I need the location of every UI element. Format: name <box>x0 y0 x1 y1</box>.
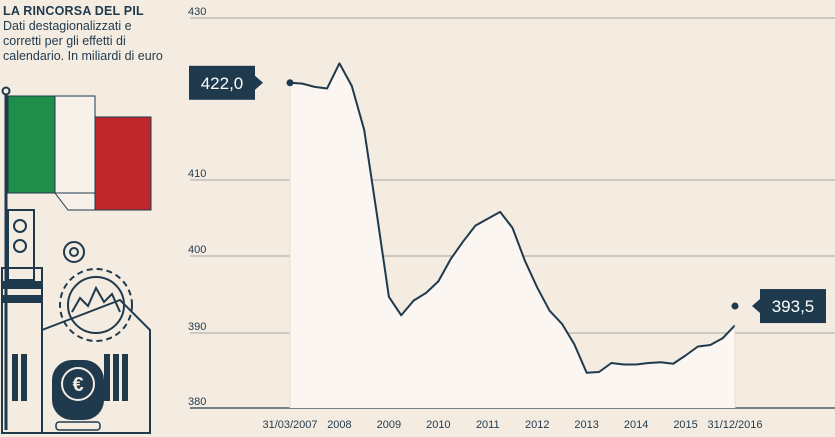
x-tick-label: 2008 <box>327 419 351 431</box>
x-tick-label: 2011 <box>476 419 500 431</box>
x-tick-label: 2012 <box>525 419 549 431</box>
x-tick-label: 2010 <box>426 419 450 431</box>
gear-icon <box>59 241 133 342</box>
callout-box <box>760 289 826 324</box>
value-callouts: 422,0 393,5 <box>189 65 826 324</box>
x-tick-label: 2009 <box>377 419 401 431</box>
plot-area: 430 410 400 390 380 31/03/2007 2008 2009 2010 20… <box>188 6 835 431</box>
x-tick-label: 31/12/2016 <box>707 419 762 431</box>
y-tick-label: 400 <box>188 244 206 256</box>
y-tick-label: 430 <box>188 6 206 18</box>
callout-label: 422,0 <box>201 74 244 93</box>
y-tick-label: 390 <box>188 321 206 333</box>
building-icon <box>1 209 151 434</box>
y-tick-label: 380 <box>188 396 206 408</box>
svg-text:€: € <box>72 374 83 396</box>
callout-arrow <box>255 75 263 90</box>
euro-coin-icon: € <box>52 360 104 431</box>
x-tick-label: 2014 <box>624 419 648 431</box>
callout-box <box>189 65 255 100</box>
callout-label: 393,5 <box>772 297 815 316</box>
x-tick-label: 31/03/2007 <box>262 419 317 431</box>
gdp-line <box>289 62 736 374</box>
y-tick-label: 410 <box>188 168 206 180</box>
area-fill <box>290 63 735 409</box>
illustration: € <box>1 86 152 434</box>
y-axis-ticks: 430 410 400 390 380 <box>188 6 206 408</box>
italian-flag-icon <box>1 86 152 430</box>
callout-marker <box>731 302 739 310</box>
chart-title: LA RINCORSA DEL PIL <box>3 4 144 18</box>
x-tick-label: 2013 <box>574 419 598 431</box>
title-block: LA RINCORSA DEL PIL Dati destagionalizza… <box>3 4 163 64</box>
chart-subtitle: Dati destagionalizzati e corretti per gl… <box>3 19 163 63</box>
x-axis-ticks: 31/03/2007 2008 2009 2010 2011 2012 2013 2014 20… <box>262 419 762 431</box>
x-tick-label: 2015 <box>673 419 697 431</box>
callout-marker <box>286 79 294 87</box>
callout-arrow <box>752 299 760 314</box>
